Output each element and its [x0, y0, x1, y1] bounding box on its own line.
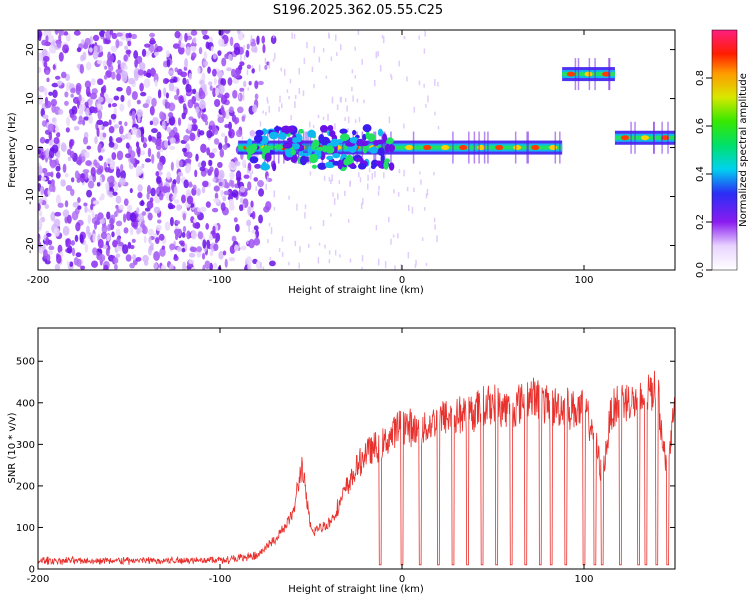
spectrogram-ytick-label: 20: [25, 43, 36, 56]
spectrogram-ytick-label: -20: [25, 237, 36, 253]
colorbar-gradient: [711, 29, 738, 271]
spectrogram-xtick-label: -100: [209, 275, 232, 286]
colorbar-tick-label: 0.4: [695, 166, 706, 182]
spectrogram-xtick-label: -200: [27, 275, 50, 286]
snr-ytick-label: 300: [16, 440, 35, 451]
snr-ytick-label: 100: [16, 523, 35, 534]
spectrogram-noise: [38, 30, 440, 270]
spectrogram-xtick-label: 0: [399, 275, 405, 286]
figure-title: S196.2025.362.05.55.C25: [273, 3, 443, 18]
snr-xlabel: Height of straight line (km): [288, 584, 424, 595]
snr-xtick-label: -100: [209, 574, 232, 585]
snr-series: [38, 370, 675, 566]
spectrogram-ytick-label: 0: [25, 144, 36, 150]
colorbar-label: Normalized spectral amplitude: [738, 73, 749, 227]
spectrogram-signal: [238, 58, 675, 172]
snr-xtick-label: 0: [399, 574, 405, 585]
spectrogram-ytick-label: -10: [25, 188, 36, 204]
colorbar-tick-label: 0.6: [695, 118, 706, 134]
colorbar-tick-label: 0.0: [695, 262, 706, 278]
snr-ytick-label: 200: [16, 481, 35, 492]
snr-axes: -200 -100 0 100 0 100 200 300 400 500: [16, 328, 675, 585]
colorbar-tick-label: 0.8: [695, 70, 706, 86]
colorbar: 0.0 0.2 0.4 0.6 0.8 Normalized spectral ampl…: [695, 29, 749, 278]
colorbar-tick-label: 0.2: [695, 214, 706, 230]
snr-plot-area: [38, 328, 675, 569]
snr-ytick-label: 0: [29, 565, 35, 576]
snr-panel: -200 -100 0 100 0 100 200 300 400 500 Height of s…: [7, 327, 676, 595]
snr-ytick-label: 500: [16, 357, 35, 368]
snr-line: [38, 370, 675, 566]
spectrogram-xtick-label: 100: [574, 275, 593, 286]
snr-ytick-label: 400: [16, 398, 35, 409]
snr-xtick-label: -200: [27, 574, 50, 585]
spectrogram-xlabel: Height of straight line (km): [288, 285, 424, 296]
spectrogram-ytick-label: 10: [25, 92, 36, 105]
spectrogram-ylabel: Frequency (Hz): [7, 112, 18, 188]
snr-xtick-label: 100: [574, 574, 593, 585]
snr-ylabel: SNR (10 * v/v): [7, 412, 18, 483]
